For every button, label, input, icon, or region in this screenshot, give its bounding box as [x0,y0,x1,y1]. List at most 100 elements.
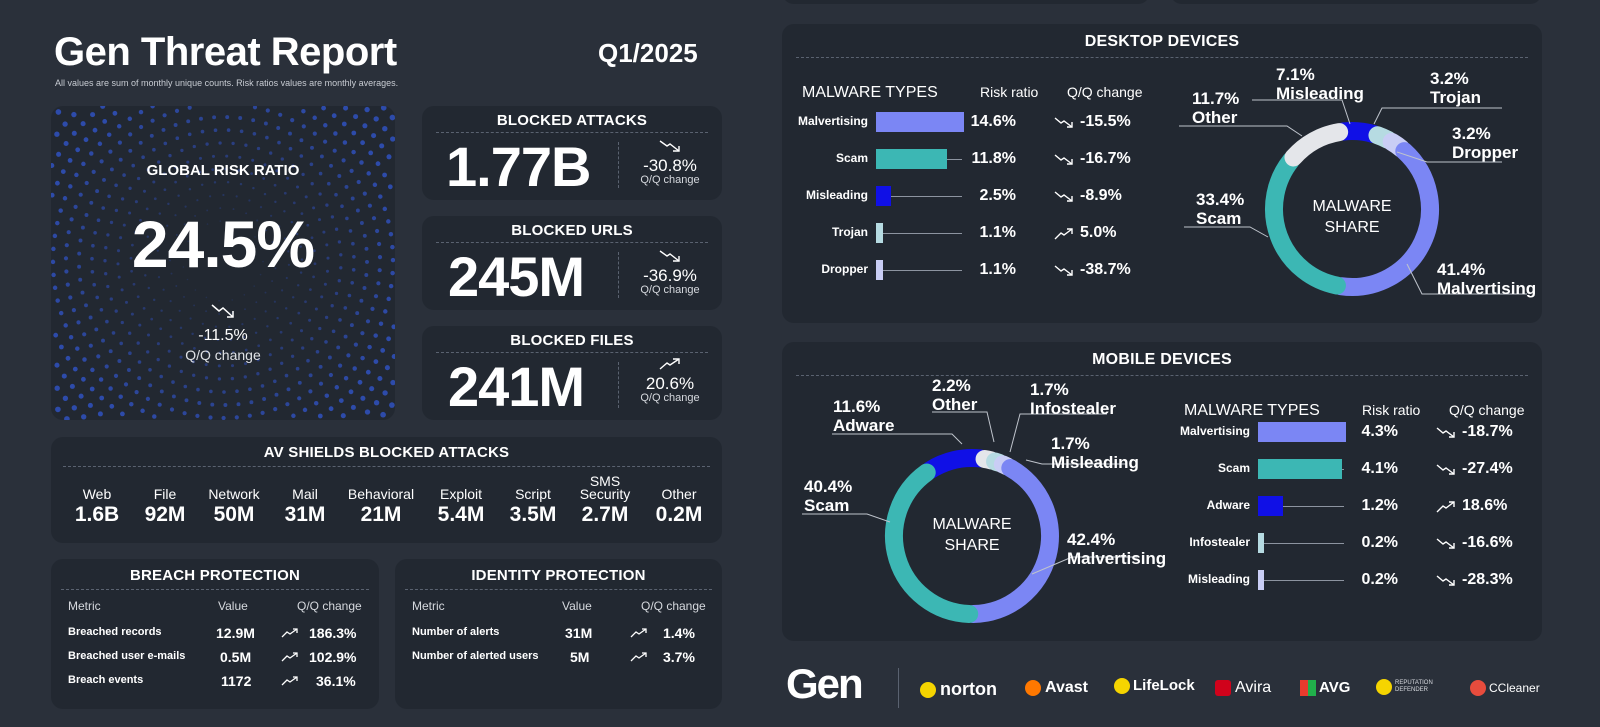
pattern-dot [54,385,60,391]
pattern-dot [142,261,146,264]
column-header: Q/Q change [297,599,362,613]
pattern-dot [243,375,247,379]
pattern-dot [162,113,167,118]
pattern-dot [318,364,323,369]
pattern-dot [81,414,87,420]
row-value: 0.5M [220,649,252,665]
pattern-dot [386,219,391,224]
pattern-dot [51,259,56,265]
av-shield-other: Other 0.2M [639,471,719,527]
pattern-dot [128,331,132,335]
pattern-dot [174,214,177,217]
pattern-dot [263,121,268,126]
pattern-dot [136,176,141,181]
pattern-dot [221,415,226,420]
pattern-dot [297,396,302,401]
pattern-dot [80,121,86,127]
pattern-dot [350,196,355,201]
pattern-dot [175,234,178,236]
trend-down-icon [1436,464,1455,475]
blocked-attacks-title: BLOCKED ATTACKS [496,112,648,129]
divider [618,362,619,408]
pattern-dot [331,113,337,119]
pattern-dot [377,375,383,382]
lifelock-logo-text: LifeLock [1133,677,1195,694]
pattern-dot [191,332,194,336]
pattern-dot [226,180,230,184]
pattern-dot [330,304,334,308]
row-change: 1.4% [663,625,695,641]
global-risk-label: GLOBAL RISK RATIO [146,162,300,179]
pattern-dot [146,235,150,238]
pattern-dot [330,215,335,219]
pattern-dot [192,144,196,149]
pattern-dot [219,220,222,222]
donut-segment-malvertising [1331,142,1439,296]
pattern-dot [274,267,277,270]
pattern-dot [301,124,306,129]
malware-type-label: Adware [1206,498,1250,512]
trend-up-icon [281,676,298,686]
pattern-dot [216,338,220,342]
pattern-dot [375,161,381,167]
pattern-dot [234,415,239,420]
identity-protection-card: IDENTITY PROTECTION Metric Value Q/Q cha… [395,559,722,709]
pattern-dot [304,195,308,199]
pattern-dot [139,124,144,130]
av-shield-value: 0.2M [655,503,703,526]
pattern-dot [94,327,99,332]
pattern-dot [341,121,347,127]
avast-icon [1025,680,1041,696]
pattern-dot [153,197,157,201]
pattern-dot [60,169,66,174]
pattern-dot [309,288,312,291]
pattern-dot [351,149,356,155]
trend-up-icon [1054,228,1073,240]
pattern-dot [184,205,187,208]
pattern-dot [196,199,199,202]
pattern-dot [271,241,274,243]
pattern-dot [338,398,344,403]
share-label-trojan: 3.2% Trojan [1430,69,1481,107]
pattern-dot [104,246,108,250]
pattern-dot [103,259,107,263]
pattern-dot [66,230,71,235]
pattern-dot [341,158,346,163]
bar-track [1258,580,1344,581]
pattern-dot [199,116,203,121]
trend-down-icon [1054,265,1073,276]
pattern-dot [265,135,269,140]
pattern-dot [55,406,61,413]
pattern-dot [274,392,279,397]
pattern-dot [373,294,379,299]
pattern-dot [351,267,356,272]
pattern-dot [187,240,189,243]
pattern-dot [211,154,216,158]
pattern-dot [391,353,395,360]
pattern-dot [252,131,257,136]
pattern-dot [158,212,162,215]
pattern-dot [295,232,299,236]
pattern-dot [119,341,124,346]
pattern-dot [273,300,276,303]
pattern-dot [69,383,75,389]
pattern-dot [224,167,228,171]
pattern-dot [186,160,190,164]
pattern-dot [338,318,342,322]
pattern-dot [321,106,326,111]
pattern-dot [174,180,177,184]
risk-ratio-value: 4.3% [1361,423,1398,440]
reputation-defender-check-icon [1376,679,1392,695]
pattern-dot [162,172,166,176]
pattern-dot [64,269,69,274]
pattern-dot [283,237,287,240]
pattern-dot [167,364,172,368]
pattern-dot [231,299,233,301]
pattern-dot [140,408,145,414]
pattern-dot [350,280,355,285]
pattern-dot [318,326,322,331]
pattern-dot [169,335,173,339]
donut-segment-scam [1265,151,1346,295]
pattern-dot [253,285,255,287]
share-label-dropper: 3.2% Dropper [1452,124,1518,162]
